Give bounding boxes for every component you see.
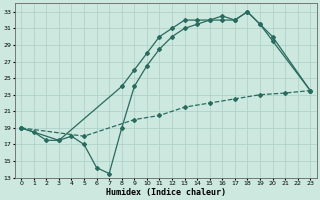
X-axis label: Humidex (Indice chaleur): Humidex (Indice chaleur) bbox=[106, 188, 226, 197]
